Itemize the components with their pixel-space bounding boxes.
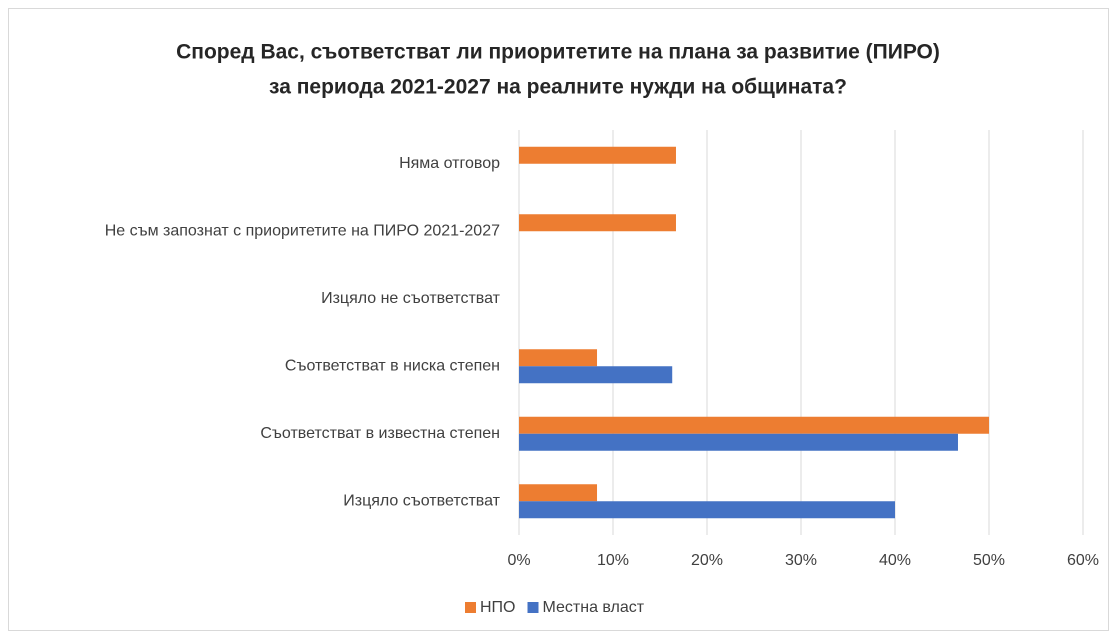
x-tick-label: 40% (879, 552, 911, 569)
x-tick-label: 10% (597, 552, 629, 569)
legend-label: НПО (480, 599, 516, 616)
x-tick-label: 0% (507, 552, 530, 569)
chart-title: Според Вас, съответстват ли приоритетите… (176, 41, 940, 64)
bar (519, 146, 676, 164)
bar (519, 349, 598, 367)
x-tick-label: 50% (973, 552, 1005, 569)
bar (519, 416, 989, 434)
legend-label: Местна власт (543, 599, 645, 616)
y-tick-label: Няма отговор (399, 155, 500, 172)
y-tick-label: Съответстват в известна степен (260, 425, 500, 442)
bar (519, 433, 958, 451)
y-tick-label: Изцяло съответстват (343, 492, 500, 509)
bar (519, 501, 895, 519)
chart-border (8, 8, 1109, 631)
x-tick-label: 60% (1067, 552, 1099, 569)
y-tick-label: Изцяло не съответстват (321, 290, 501, 307)
bar (519, 484, 598, 502)
bar (519, 366, 673, 384)
bar (519, 214, 676, 232)
legend-swatch (527, 602, 539, 613)
y-tick-label: Не съм запознат с приоритетите на ПИРО 2… (105, 222, 500, 239)
y-tick-label: Съответстват в ниска степен (285, 357, 500, 374)
chart-title: за периода 2021-2027 на реалните нужди н… (269, 76, 847, 99)
legend-swatch (465, 602, 476, 613)
x-tick-label: 30% (785, 552, 817, 569)
x-tick-label: 20% (691, 552, 723, 569)
